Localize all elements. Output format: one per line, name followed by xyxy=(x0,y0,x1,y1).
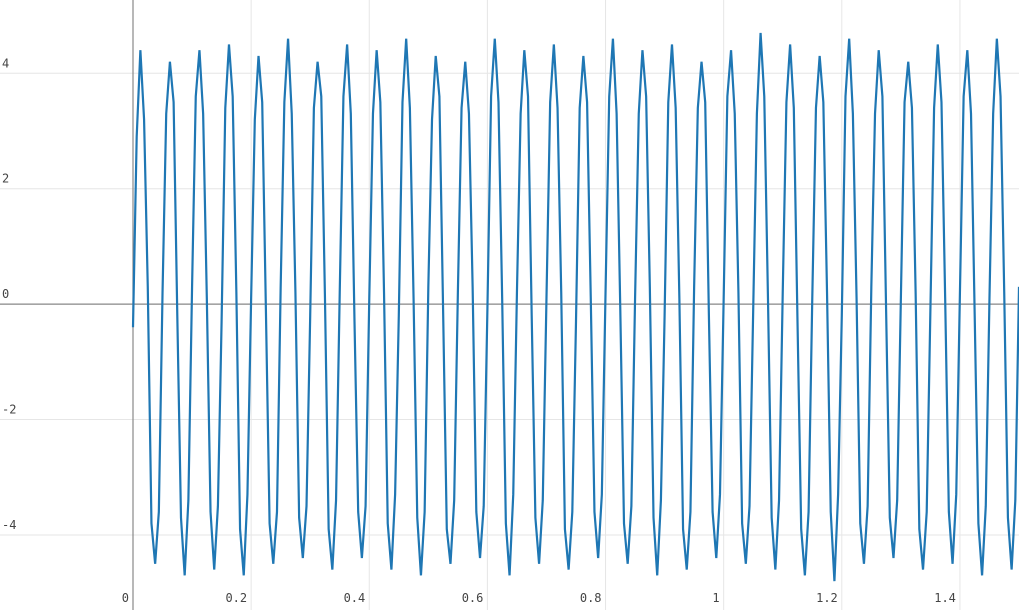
x-tick-label: 1 xyxy=(712,591,719,605)
labels: -4 -2 0 2 4 0 0.2 0.4 0.6 0.8 1 1.2 1.4 xyxy=(2,56,956,605)
x-tick-label: 0.4 xyxy=(344,591,366,605)
y-tick-label: 4 xyxy=(2,56,9,70)
y-tick-label: -4 xyxy=(2,518,16,532)
x-tick-label: 0.8 xyxy=(580,591,602,605)
x-tick-label: 1.2 xyxy=(816,591,838,605)
plot xyxy=(131,32,1019,582)
y-tick-label: 0 xyxy=(2,287,9,301)
y-tick-label: -2 xyxy=(2,403,16,417)
data-line xyxy=(131,32,1019,582)
x-tick-label: 0.6 xyxy=(462,591,484,605)
y-tick-label: 2 xyxy=(2,172,9,186)
x-tick-label: 1.4 xyxy=(934,591,956,605)
x-tick-label: 0 xyxy=(122,591,129,605)
x-tick-label: 0.2 xyxy=(225,591,247,605)
